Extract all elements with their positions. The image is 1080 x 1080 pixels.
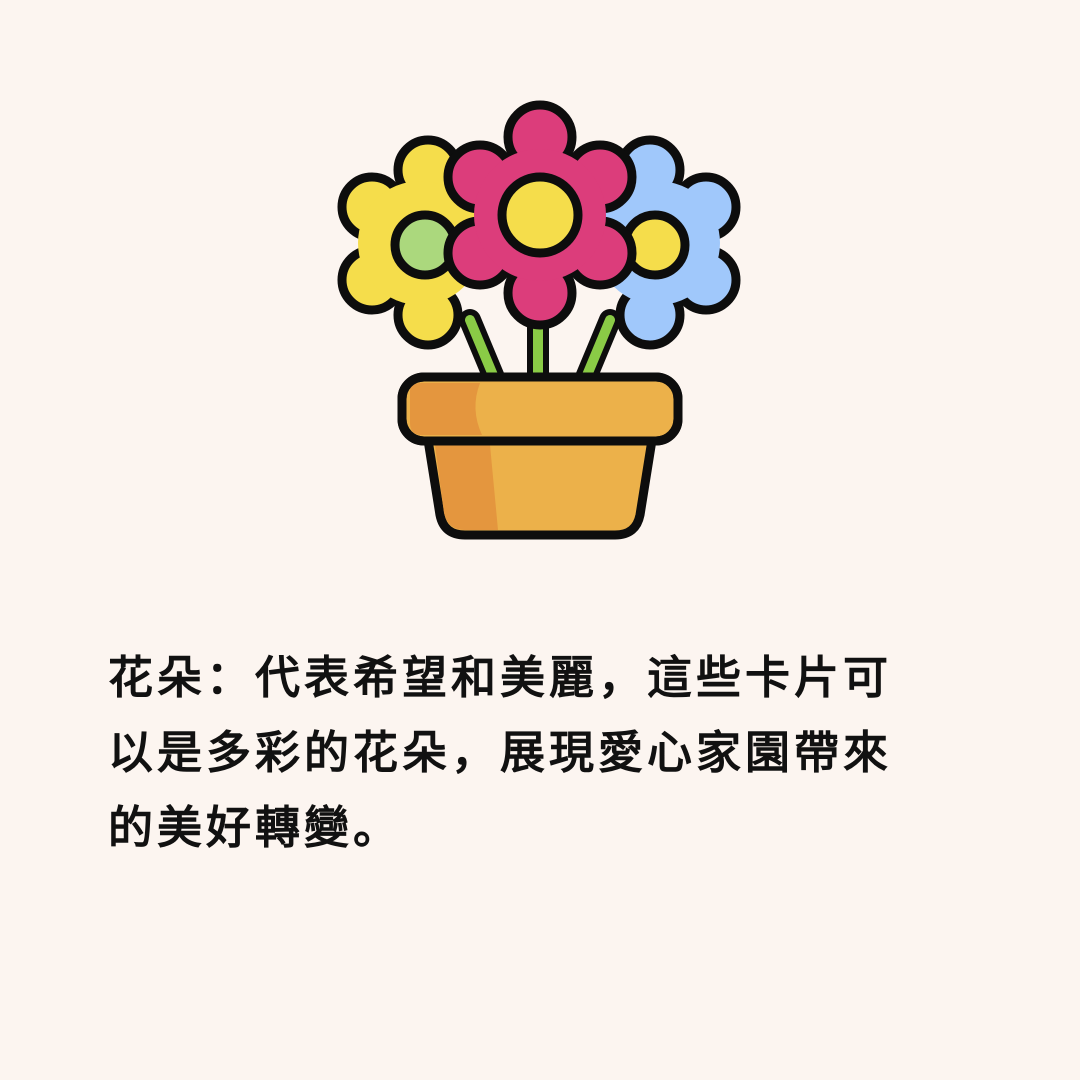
pot-body-shade (435, 445, 498, 530)
caption-line-1: 花朵：代表希望和美麗，這些卡片可 (108, 651, 893, 704)
stem-left-fill (465, 315, 500, 385)
caption-text: 花朵：代表希望和美麗，這些卡片可 以是多彩的花朵，展現愛心家園帶來 的美好轉變。 (108, 640, 978, 865)
pot-rim-shade (410, 383, 482, 435)
caption-line-2: 以是多彩的花朵，展現愛心家園帶來 (108, 726, 893, 779)
stem-right-fill (580, 315, 615, 385)
pink-flower (443, 100, 637, 330)
caption-line-3: 的美好轉變。 (108, 801, 403, 854)
pink-flower-center (497, 172, 583, 258)
flower-pot-icon (337, 100, 741, 540)
